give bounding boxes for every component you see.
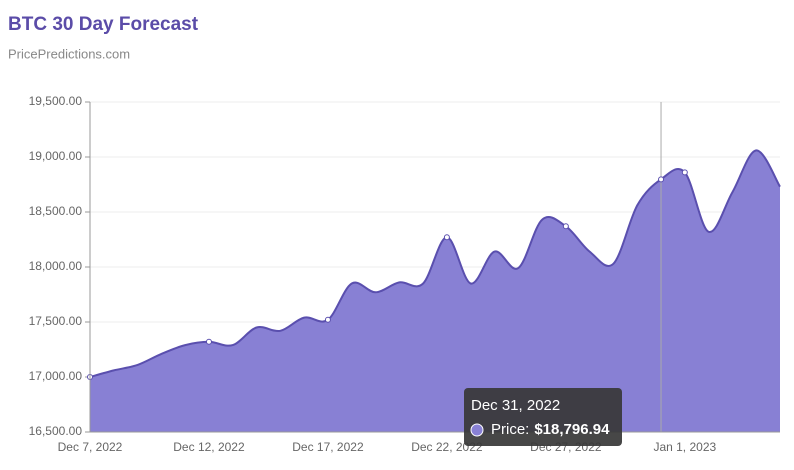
- y-tick-label: 18,500.00: [29, 204, 83, 218]
- y-tick-label: 19,500.00: [29, 94, 83, 108]
- tooltip: Dec 31, 2022 Price: $18,796.94: [464, 388, 622, 446]
- x-tick-label: Dec 12, 2022: [173, 440, 245, 454]
- point: [681, 169, 688, 176]
- point: [324, 316, 331, 323]
- point: [562, 223, 569, 230]
- y-tick-label: 19,000.00: [29, 149, 83, 163]
- x-tick-label: Dec 17, 2022: [292, 440, 364, 454]
- tooltip-label: Price:: [491, 421, 529, 438]
- y-tick-label: 17,500.00: [29, 314, 83, 328]
- tooltip-box: [464, 388, 622, 446]
- tooltip-text: Price: $18,796.94: [491, 421, 610, 438]
- chart-title: BTC 30 Day Forecast: [8, 14, 199, 35]
- point: [658, 176, 665, 183]
- x-tick-label: Jan 1, 2023: [653, 440, 716, 454]
- point: [205, 338, 212, 345]
- point: [443, 234, 450, 241]
- y-tick-label: 16,500.00: [29, 424, 83, 438]
- area: [90, 150, 780, 432]
- y-tick-label: 18,000.00: [29, 259, 83, 273]
- tooltip-title: Dec 31, 2022: [471, 397, 560, 414]
- tooltip-swatch: [470, 423, 484, 437]
- x-tick-label: Dec 7, 2022: [58, 440, 123, 454]
- chart-subtitle: PricePredictions.com: [8, 46, 130, 61]
- tooltip-value: $18,796.94: [534, 421, 610, 438]
- y-tick-label: 17,000.00: [29, 369, 83, 383]
